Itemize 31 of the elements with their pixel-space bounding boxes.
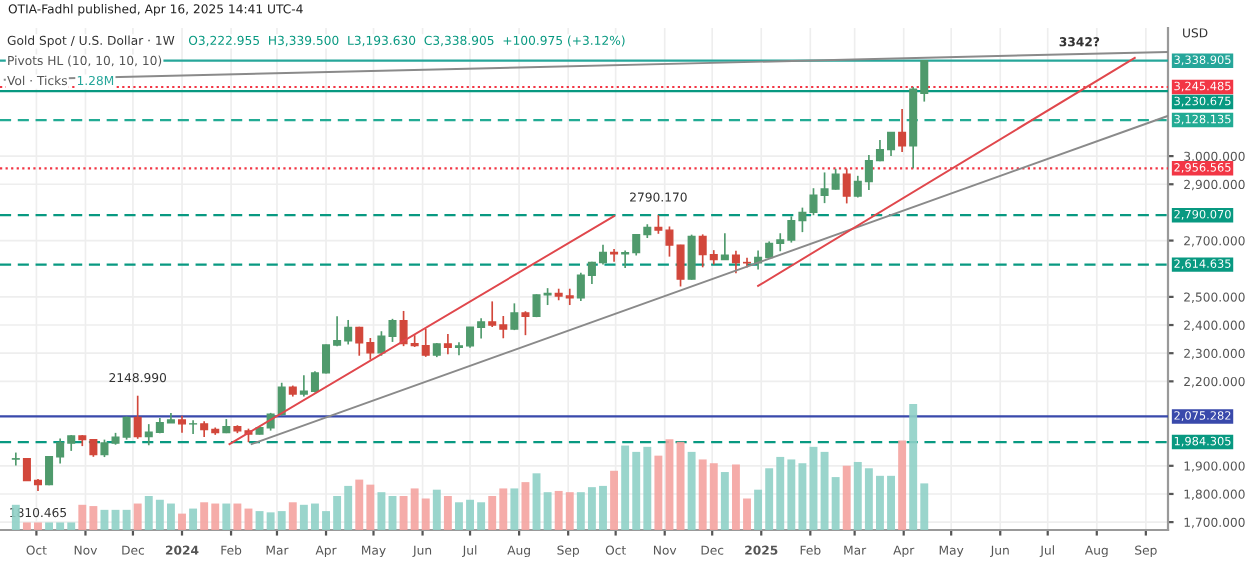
bar [122, 509, 131, 530]
bar [510, 488, 519, 530]
bar [543, 492, 552, 530]
candlestick [510, 302, 519, 331]
candlestick [277, 381, 286, 417]
bar [432, 489, 441, 530]
bar [189, 508, 198, 530]
bar [222, 503, 231, 530]
bar [233, 503, 242, 530]
candlestick [11, 451, 20, 467]
bar [521, 482, 530, 530]
bar [178, 513, 186, 530]
bar [100, 509, 109, 530]
bar [377, 492, 386, 530]
candlestick [898, 108, 907, 153]
candlestick [687, 233, 696, 281]
bar [687, 451, 696, 530]
bar [610, 470, 619, 530]
bar [443, 495, 452, 530]
bar [898, 440, 907, 530]
bar [720, 472, 729, 530]
bar [133, 503, 142, 530]
bar [842, 465, 851, 530]
bar [654, 455, 663, 530]
candlestick [133, 394, 142, 440]
candlestick [521, 310, 530, 337]
bar [288, 502, 297, 530]
candlestick [443, 333, 452, 356]
candlestick [676, 243, 685, 288]
candlestick [842, 167, 851, 205]
candlestick [720, 232, 729, 261]
